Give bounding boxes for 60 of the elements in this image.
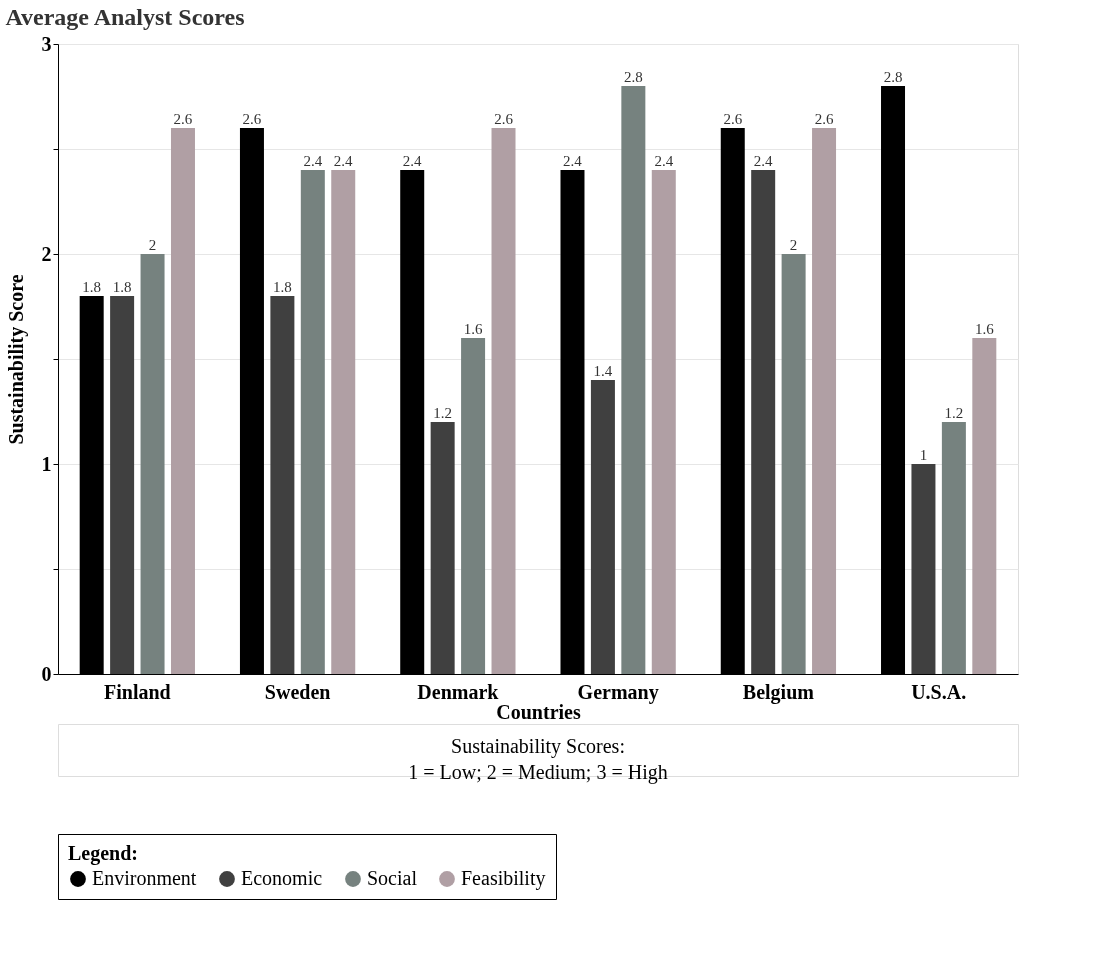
bar [911, 464, 936, 674]
legend-label: Social [367, 867, 418, 889]
bar [331, 170, 356, 674]
data-label: 1.6 [463, 321, 483, 337]
bar [972, 338, 997, 674]
data-label: 2.4 [654, 153, 674, 169]
data-label: 1.8 [82, 279, 102, 295]
data-label: 1.2 [433, 405, 453, 421]
bar [430, 422, 455, 674]
data-label: 2.8 [623, 69, 643, 85]
text: 1 = Low; 2 = Medium; 3 = High [408, 761, 668, 784]
bar [941, 422, 966, 674]
y-tick-label: 1 [41, 452, 52, 475]
data-label: 2.4 [402, 153, 423, 169]
x-tick-label: Denmark [417, 680, 500, 703]
legend-label: Economic [241, 867, 323, 889]
y-axis-title: Sustainability Score [4, 274, 28, 445]
bar [270, 296, 295, 674]
bar [781, 254, 806, 674]
bar [170, 128, 195, 674]
legend-label: Feasibility [461, 867, 546, 890]
data-label: 2.4 [303, 153, 323, 169]
data-label: 2.4 [753, 153, 774, 169]
data-label: 1.6 [974, 321, 995, 337]
y-tick-label: 0 [41, 662, 52, 685]
data-label: 2.6 [173, 111, 193, 127]
text: Sustainability Scores: [451, 735, 625, 758]
data-label: 2.6 [494, 111, 514, 127]
x-tick-label: Finland [103, 680, 171, 703]
bar [651, 170, 676, 674]
data-label: 2.6 [814, 111, 834, 127]
data-label: 2.4 [563, 153, 583, 169]
data-label: 2.4 [333, 153, 354, 169]
data-label: 2 [148, 237, 157, 253]
bar [812, 128, 837, 674]
bar [140, 254, 165, 674]
x-tick-label: Belgium [742, 680, 815, 704]
data-label: 2.6 [242, 111, 262, 127]
bar [590, 380, 615, 674]
y-tick-label: 3 [41, 32, 52, 55]
bar [491, 128, 516, 674]
bar [461, 338, 486, 674]
bar [110, 296, 135, 674]
chart-title: Average Analyst Scores [5, 3, 245, 30]
bar [621, 86, 646, 674]
data-label: 2.6 [723, 111, 743, 127]
data-label: 2 [789, 237, 798, 253]
y-tick-label: 2 [41, 242, 52, 265]
data-label: 1.2 [944, 405, 964, 421]
bar [751, 170, 776, 674]
data-label: 1 [919, 447, 928, 463]
data-label: 1.8 [112, 279, 132, 295]
data-label: 2.8 [883, 69, 903, 85]
x-tick-label: Sweden [264, 680, 331, 703]
bar [300, 170, 325, 674]
data-label: 1.8 [273, 279, 292, 295]
legend-label: Environment [92, 867, 197, 889]
legend-title: Legend: [68, 842, 138, 865]
data-label: 1.4 [593, 363, 613, 379]
x-tick-label: U.S.A. [911, 680, 967, 703]
